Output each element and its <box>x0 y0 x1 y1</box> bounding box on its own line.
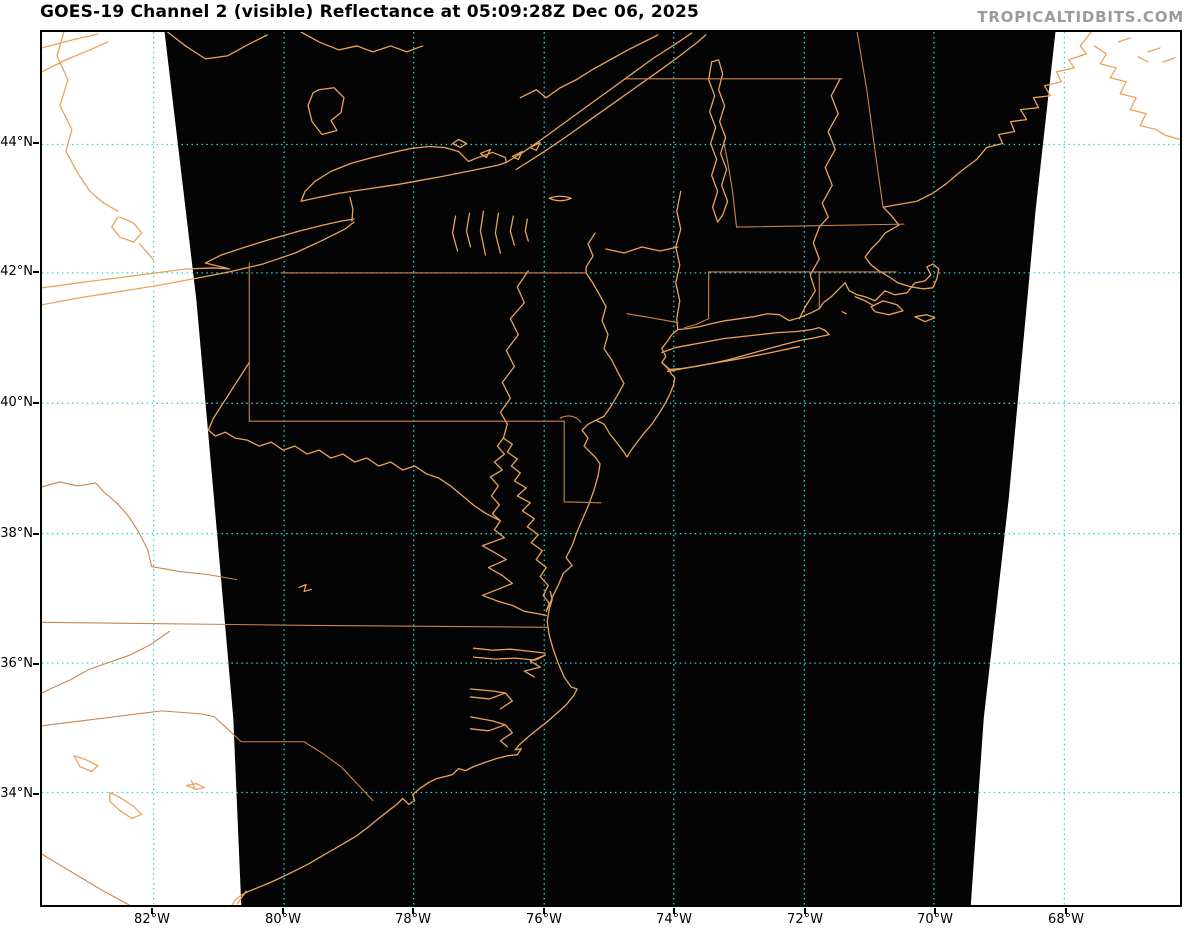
page-title: GOES-19 Channel 2 (visible) Reflectance … <box>40 2 699 22</box>
lake-champlain <box>708 59 729 223</box>
islands-ma <box>841 296 936 323</box>
lat-label: 44°N <box>0 135 33 150</box>
lon-label: 80°W <box>265 912 301 927</box>
coastline-nc-sounds <box>469 647 546 748</box>
coastline-midatlantic <box>545 328 679 612</box>
lon-label: 82°W <box>134 912 170 927</box>
river-ottawa <box>519 34 659 99</box>
lon-label: 68°W <box>1048 912 1084 927</box>
lat-label: 42°N <box>0 264 33 279</box>
river-mohawk <box>605 246 679 254</box>
finger-lakes <box>451 195 572 256</box>
border-va-nc <box>42 621 548 628</box>
lon-label: 78°W <box>395 912 431 927</box>
lake-ontario <box>300 145 508 202</box>
lon-tick-mark <box>543 908 545 914</box>
tropicaltidbits-watermark: TROPICALTIDBITS.COM <box>977 8 1184 26</box>
lon-tick-mark <box>412 908 414 914</box>
lon-label: 70°W <box>917 912 953 927</box>
coastline-newengland <box>677 32 1092 331</box>
lon-tick-mark <box>934 908 936 914</box>
border-ny-ct <box>684 271 710 329</box>
river-st-lawrence <box>451 32 707 171</box>
sc-lakes <box>73 583 312 820</box>
river-hudson <box>675 190 682 331</box>
river-susquehanna <box>499 270 529 439</box>
border-nc-sc <box>42 710 374 802</box>
lon-tick-mark <box>673 908 675 914</box>
state-border-overlay <box>42 32 905 905</box>
lat-label: 40°N <box>0 395 33 410</box>
coastline-li-barrier <box>667 345 800 373</box>
map-plot-area <box>40 30 1182 907</box>
lat-tick-mark <box>33 533 39 535</box>
lon-label: 74°W <box>656 912 692 927</box>
lon-tick-mark <box>151 908 153 914</box>
lake-huron-shore <box>56 32 155 261</box>
lat-tick-mark <box>33 663 39 665</box>
coastline-chesapeake-east <box>502 437 550 612</box>
coastline-chesapeake-west <box>481 437 547 616</box>
lon-tick-mark <box>282 908 284 914</box>
border-delaware <box>559 415 602 504</box>
lat-label: 36°N <box>0 656 33 671</box>
lake-erie <box>42 218 355 306</box>
river-niagara <box>349 196 354 222</box>
river-connecticut <box>798 78 841 320</box>
lon-tick-mark <box>1065 908 1067 914</box>
border-ny-nj <box>626 313 679 324</box>
border-ga-sc <box>42 853 131 905</box>
satellite-data-swath <box>164 32 1056 905</box>
border-ma-north <box>736 223 905 228</box>
border-ny-vt <box>723 140 738 228</box>
georgian-bay-shore <box>42 32 424 73</box>
lat-tick-mark <box>33 271 39 273</box>
river-delaware <box>585 232 625 421</box>
coastline-overlay <box>42 32 1180 905</box>
lake-simcoe <box>307 87 345 136</box>
lat-tick-mark <box>33 793 39 795</box>
lon-label: 76°W <box>526 912 562 927</box>
lon-label: 72°W <box>787 912 823 927</box>
river-potomac <box>207 361 502 522</box>
lat-label: 34°N <box>0 786 33 801</box>
lat-tick-mark <box>33 402 39 404</box>
border-nh-me <box>856 32 884 208</box>
coastline-carolinas <box>231 590 578 905</box>
border-va-wv <box>42 481 237 581</box>
border-nc-tn <box>42 630 171 694</box>
lat-tick-mark <box>33 142 39 144</box>
lon-tick-mark <box>804 908 806 914</box>
satellite-map-canvas <box>42 32 1180 905</box>
graticule-gridlines <box>42 32 1180 905</box>
coastline-maine-downeast <box>1093 37 1180 141</box>
lat-label: 38°N <box>0 526 33 541</box>
